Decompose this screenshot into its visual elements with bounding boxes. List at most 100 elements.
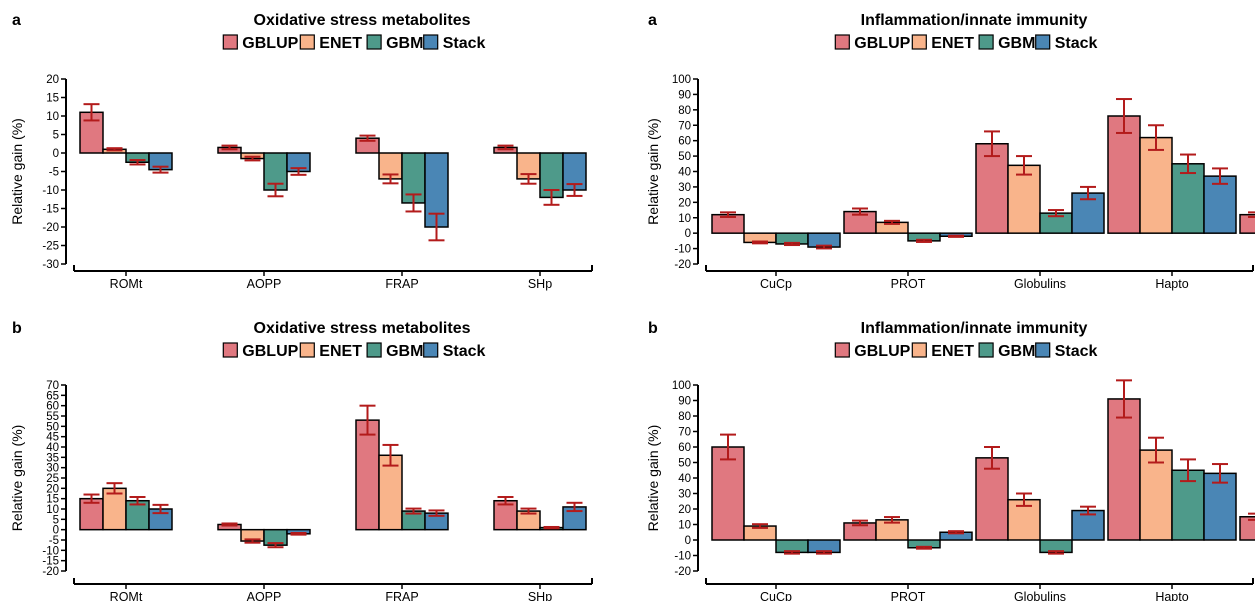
error-bar-gblup-cucp <box>720 433 736 461</box>
error-bar-stack-hapto <box>1212 167 1228 185</box>
legend-swatch-enet <box>299 342 315 358</box>
y-tick-label: 45 <box>46 432 59 444</box>
y-tick-label: 0 <box>685 535 691 547</box>
legend-swatch-gbm <box>366 342 382 358</box>
error-bar-enet-hapto <box>1148 436 1164 464</box>
error-bar-gblup-hapto <box>1116 379 1132 419</box>
y-tick-label: 20 <box>678 197 691 209</box>
x-tick-label: Globulins <box>1014 590 1066 601</box>
y-axis-label: Relative gain (%) <box>9 118 25 225</box>
legend-swatch-gblup <box>222 342 238 358</box>
error-bar-enet-frap <box>382 173 399 185</box>
y-tick-label: -20 <box>674 259 691 271</box>
error-bar-gblup-shp <box>497 496 514 506</box>
x-tick-label: Hapto <box>1155 277 1188 291</box>
x-tick-label: FRAP <box>385 277 418 291</box>
error-bar-gbm-prot <box>916 238 932 243</box>
legend-swatch-gbm <box>978 342 994 358</box>
bar-gblup-mpo <box>1239 213 1255 234</box>
error-bar-gbm-aopp <box>267 182 284 198</box>
y-tick-label: -10 <box>42 185 59 197</box>
error-bar-enet-shp <box>520 507 537 515</box>
legend-label-gbm: GBM <box>998 343 1035 360</box>
y-tick-label: 35 <box>46 452 59 464</box>
legend-label-gblup: GBLUP <box>854 343 910 360</box>
error-bar-stack-shp <box>566 183 583 197</box>
chart-panel-1: a Inflammation/innate immunity GBLUP ENET GB… <box>645 12 1255 291</box>
legend-swatch-gblup <box>834 342 850 358</box>
legend-swatch-stack <box>1035 34 1051 50</box>
y-tick-label: 55 <box>46 411 59 423</box>
x-tick-label: CuCp <box>760 277 792 291</box>
error-bar-enet-hapto <box>1148 124 1164 151</box>
y-tick-label: 50 <box>678 151 691 163</box>
y-tick-label: 10 <box>678 520 691 532</box>
y-axis-label: Relative gain (%) <box>9 425 25 532</box>
error-bar-stack-prot <box>948 234 964 238</box>
panel-letter: a <box>648 12 657 29</box>
y-tick-label: 0 <box>53 148 59 160</box>
bar-enet-hapto <box>1139 136 1173 234</box>
legend-label-gblup: GBLUP <box>242 343 298 360</box>
y-tick-label: 10 <box>46 111 59 123</box>
y-tick-label: 80 <box>678 105 691 117</box>
x-tick-label: FRAP <box>385 590 418 601</box>
legend-label-gbm: GBM <box>386 35 423 52</box>
error-bar-gblup-aopp <box>221 522 238 527</box>
legend: GBLUP ENET GBM Stack <box>222 34 485 52</box>
legend-swatch-gbm <box>978 34 994 50</box>
bar-gblup-hapto <box>1107 398 1141 541</box>
chart-title: Oxidative stress metabolites <box>254 12 471 29</box>
error-bar-gblup-aopp <box>221 144 238 151</box>
y-axis-label: Relative gain (%) <box>645 425 661 532</box>
error-bar-enet-romt <box>106 147 123 152</box>
error-bar-gbm-shp <box>543 189 560 206</box>
error-bar-enet-frap <box>382 443 399 467</box>
bar-enet-romt <box>102 487 127 531</box>
error-bar-gblup-hapto <box>1116 98 1132 134</box>
x-tick-label: AOPP <box>247 277 282 291</box>
bar-gblup-cucp <box>711 446 745 541</box>
error-bar-gblup-romt <box>83 493 100 504</box>
y-tick-label: 10 <box>678 213 691 225</box>
error-bar-gbm-hapto <box>1180 153 1196 175</box>
legend-label-gbm: GBM <box>998 35 1035 52</box>
bar-enet-globulins <box>1007 164 1041 234</box>
y-tick-label: 15 <box>46 93 59 105</box>
y-tick-label: 10 <box>46 504 59 516</box>
legend-swatch-gblup <box>222 34 238 50</box>
legend-label-gblup: GBLUP <box>242 35 298 52</box>
error-bar-stack-aopp <box>290 167 307 176</box>
error-bar-stack-globulins <box>1080 185 1096 201</box>
y-tick-label: 25 <box>46 473 59 485</box>
error-bar-gbm-hapto <box>1180 458 1196 483</box>
y-tick-label: 50 <box>678 458 691 470</box>
error-bar-enet-cucp <box>752 523 768 529</box>
y-tick-label: 80 <box>678 411 691 423</box>
legend-swatch-stack <box>423 34 439 50</box>
error-bar-stack-prot <box>948 530 964 535</box>
legend: GBLUP ENET GBM Stack <box>834 34 1097 52</box>
chart-title: Inflammation/innate immunity <box>861 12 1088 29</box>
y-tick-label: 40 <box>46 442 59 454</box>
bar-stack-hapto <box>1203 472 1237 541</box>
y-tick-label: 30 <box>678 182 691 194</box>
x-tick-label: PROT <box>891 277 926 291</box>
y-tick-label: -15 <box>42 556 59 568</box>
y-tick-label: 0 <box>53 525 59 537</box>
error-bar-enet-prot <box>884 219 900 225</box>
y-tick-label: -30 <box>42 259 59 271</box>
legend-swatch-stack <box>423 342 439 358</box>
legend-swatch-stack <box>1035 342 1051 358</box>
error-bar-stack-globulins <box>1080 505 1096 516</box>
error-bar-gbm-frap <box>405 193 422 213</box>
panel-letter: b <box>12 320 22 337</box>
legend-swatch-enet <box>911 34 927 50</box>
x-tick-label: Hapto <box>1155 590 1188 601</box>
y-tick-label: -15 <box>42 204 59 216</box>
legend-label-enet: ENET <box>319 343 362 360</box>
error-bar-gblup-globulins <box>984 130 1000 158</box>
